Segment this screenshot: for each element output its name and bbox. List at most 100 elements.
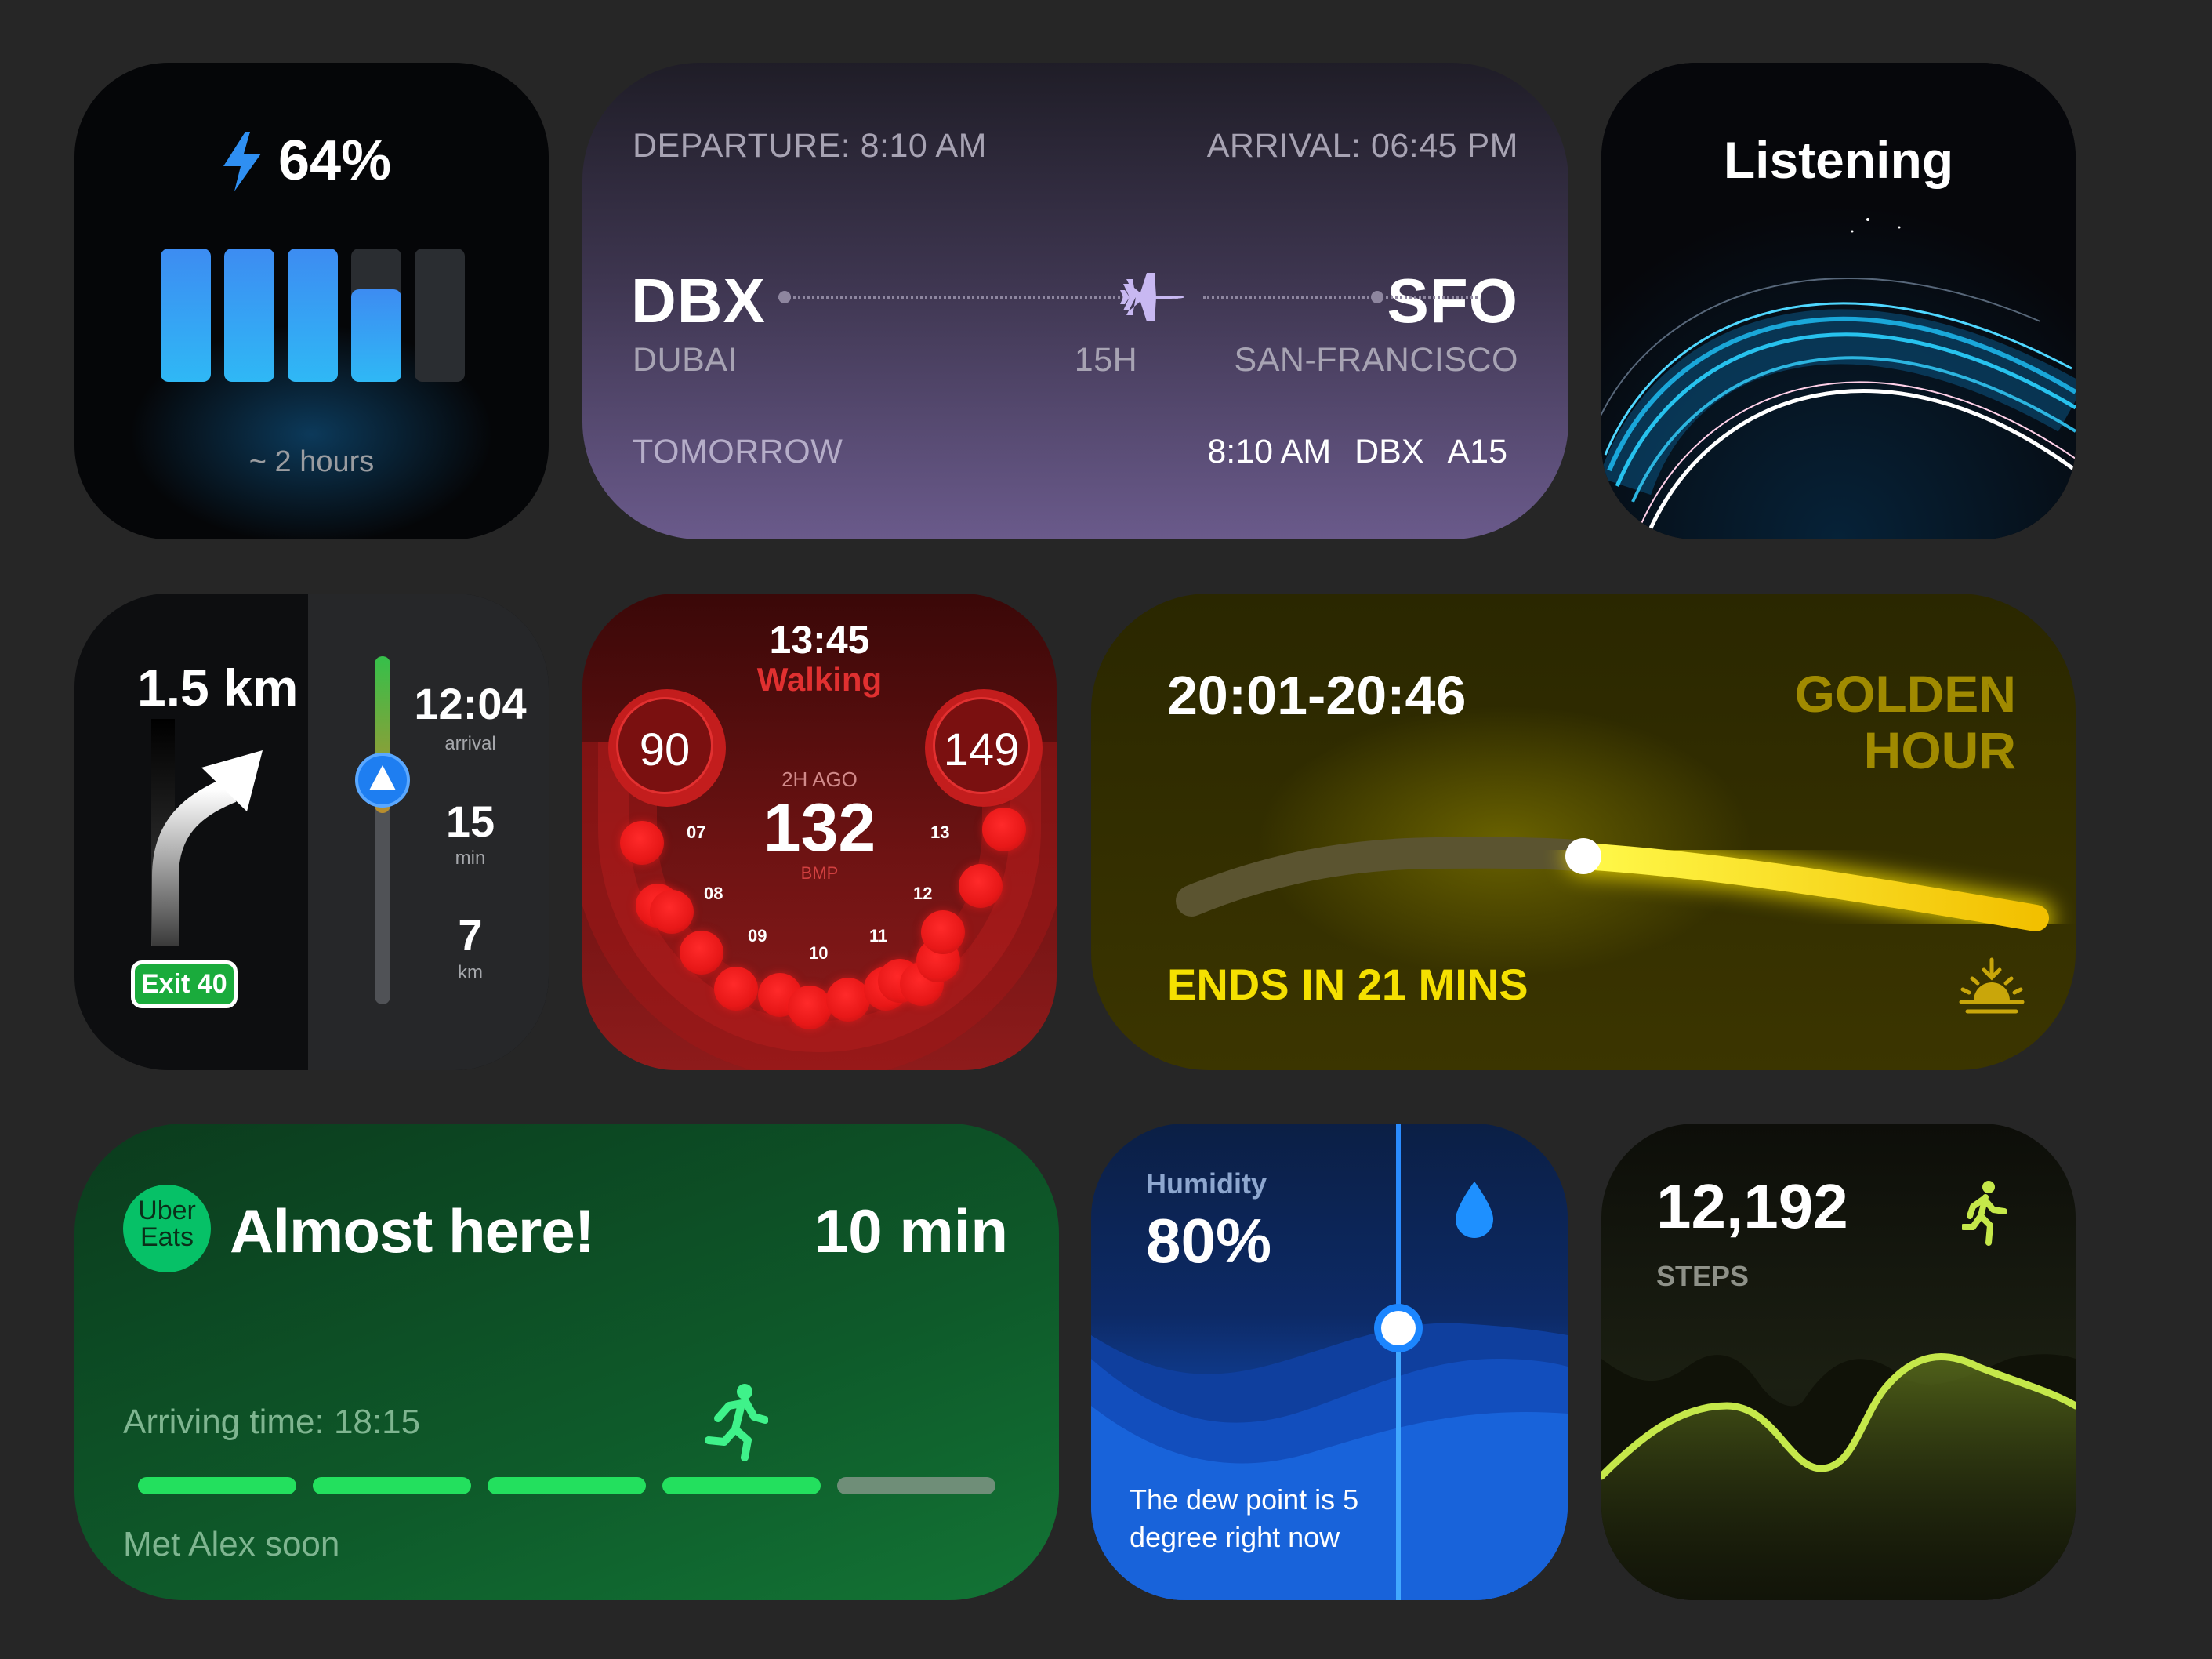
- progress-segment-1: [138, 1477, 296, 1494]
- delivery-title: Almost here!: [230, 1196, 595, 1265]
- progress-segment-3: [488, 1477, 646, 1494]
- walking-icon: [1960, 1180, 2009, 1250]
- dew-line2: degree right now: [1130, 1521, 1340, 1553]
- humidity-waves: [1091, 1124, 1568, 1600]
- origin-code: DBX: [631, 266, 766, 336]
- rate-dot: [788, 986, 832, 1029]
- water-drop-icon: [1452, 1180, 1496, 1243]
- flight-gate: A15: [1447, 433, 1507, 470]
- battery-estimate: ~ 2 hours: [248, 445, 375, 478]
- hour-label-12: 12: [913, 884, 933, 903]
- flight-details: 8:10 AM DBX A15: [1207, 433, 1507, 471]
- uber-eats-widget[interactable]: Uber Eats Almost here! 10 min Arriving t…: [74, 1124, 1059, 1600]
- hour-label-09: 09: [748, 926, 767, 946]
- flight-duration: 15H: [1074, 341, 1138, 379]
- exit-badge: Exit 40: [131, 960, 238, 1008]
- heart-rate-widget[interactable]: 90 149 13:45 Walking 2H AGO 132 BMP 07 0…: [582, 594, 1057, 1070]
- battery-percent: 64%: [278, 129, 392, 192]
- golden-hour-widget[interactable]: 20:01-20:46 GOLDEN HOUR ENDS IN 21 MINS: [1091, 594, 2076, 1070]
- battery-bar-4: [351, 289, 401, 382]
- listening-title: Listening: [1723, 131, 1954, 189]
- arrival-time: ARRIVAL: 06:45 PM: [1206, 127, 1518, 165]
- humidity-label: Humidity: [1146, 1167, 1267, 1200]
- hour-label-13: 13: [930, 822, 950, 842]
- eta-minutes-value: 15: [445, 797, 495, 846]
- origin-city: DUBAI: [633, 341, 738, 379]
- runner-icon: [705, 1382, 769, 1465]
- steps-count: 12,192: [1656, 1171, 1848, 1241]
- max-rate-value: 149: [943, 724, 1020, 775]
- dew-point-text: The dew point is 5 degree right now: [1130, 1481, 1358, 1556]
- delivery-note: Met Alex soon: [123, 1525, 340, 1563]
- nav-distance: 1.5 km: [137, 659, 299, 717]
- golden-title-line2: HOUR: [1863, 721, 2016, 779]
- battery-bar-2: [224, 249, 274, 382]
- progress-segment-5: [837, 1477, 995, 1494]
- airplane-icon: [1115, 270, 1188, 329]
- sound-arcs-graphic: [1601, 63, 2076, 539]
- min-rate-inner: [616, 697, 713, 794]
- position-marker-icon: [355, 753, 410, 808]
- sun-path-graphic: [1176, 837, 2054, 936]
- heart-rate-ring: [582, 742, 1057, 1070]
- rate-dot: [680, 931, 723, 975]
- battery-bar-1: [161, 249, 211, 382]
- golden-hour-title: GOLDEN HOUR: [1795, 666, 2016, 779]
- lightning-icon: [222, 132, 263, 195]
- min-rate-value: 90: [639, 724, 691, 775]
- listening-widget[interactable]: Listening: [1601, 63, 2076, 539]
- steps-label: STEPS: [1656, 1260, 1750, 1292]
- steps-graph: [1601, 1353, 2076, 1600]
- rate-dot: [650, 890, 694, 934]
- heart-time: 13:45: [769, 618, 870, 662]
- current-bpm: 132: [763, 790, 876, 866]
- hour-label-10: 10: [809, 943, 829, 963]
- battery-bars: [161, 247, 466, 382]
- rate-dot: [982, 808, 1026, 851]
- arrival-time-label: arrival: [444, 733, 496, 754]
- hour-label-11: 11: [869, 926, 888, 946]
- route-end-dot: [1371, 291, 1383, 303]
- flight-terminal: DBX: [1354, 433, 1424, 470]
- dew-line1: The dew point is 5: [1130, 1483, 1359, 1516]
- nav-info-panel: [308, 594, 549, 1070]
- rate-dot: [620, 821, 664, 865]
- hour-label-08: 08: [704, 884, 723, 903]
- route-start-dot: [778, 291, 791, 303]
- flight-day: TOMORROW: [633, 433, 843, 470]
- logo-line2: Eats: [140, 1222, 194, 1252]
- remaining-km-value: 7: [458, 910, 483, 960]
- destination-city: SAN-FRANCISCO: [1234, 341, 1518, 379]
- departure-time: DEPARTURE: 8:10 AM: [633, 127, 987, 165]
- reading-age: 2H AGO: [781, 768, 858, 791]
- rate-dot: [921, 910, 965, 954]
- battery-widget[interactable]: 64% ~ 2 hours: [74, 63, 549, 539]
- rate-dot: [714, 967, 758, 1011]
- route-line-right: [1203, 296, 1478, 299]
- battery-bar-3: [288, 249, 338, 382]
- uber-eats-logo: Uber Eats: [123, 1185, 211, 1272]
- heart-activity: Walking: [756, 661, 883, 698]
- flight-time: 8:10 AM: [1207, 433, 1332, 470]
- destination-code: SFO: [1387, 266, 1518, 336]
- rate-dot: [826, 978, 870, 1022]
- arriving-time: Arriving time: 18:15: [123, 1403, 421, 1441]
- steps-widget[interactable]: 12,192 STEPS: [1601, 1124, 2076, 1600]
- remaining-km-label: km: [458, 962, 483, 983]
- flight-widget[interactable]: DEPARTURE: 8:10 AM ARRIVAL: 06:45 PM DBX…: [582, 63, 1568, 539]
- bpm-unit: BMP: [800, 863, 839, 883]
- humidity-value: 80%: [1146, 1206, 1272, 1276]
- max-rate-inner: [933, 697, 1030, 794]
- progress-segment-2: [313, 1477, 471, 1494]
- route-line-left: [778, 296, 1178, 299]
- golden-ends-in: ENDS IN 21 MINS: [1167, 960, 1528, 1009]
- progress-segment-4: [662, 1477, 821, 1494]
- golden-title-line1: GOLDEN: [1794, 665, 2016, 723]
- delivery-eta: 10 min: [814, 1196, 1008, 1265]
- turn-right-arrow-icon: [145, 719, 286, 950]
- sunset-icon: [1956, 957, 2027, 1022]
- rate-dot: [959, 864, 1003, 908]
- battery-bar-5: [415, 249, 465, 382]
- humidity-widget[interactable]: Humidity 80% The dew point is 5 degree r…: [1091, 1124, 1568, 1600]
- navigation-widget[interactable]: 1.5 km Exit 40 12:04 arrival 15 min 7: [74, 594, 549, 1070]
